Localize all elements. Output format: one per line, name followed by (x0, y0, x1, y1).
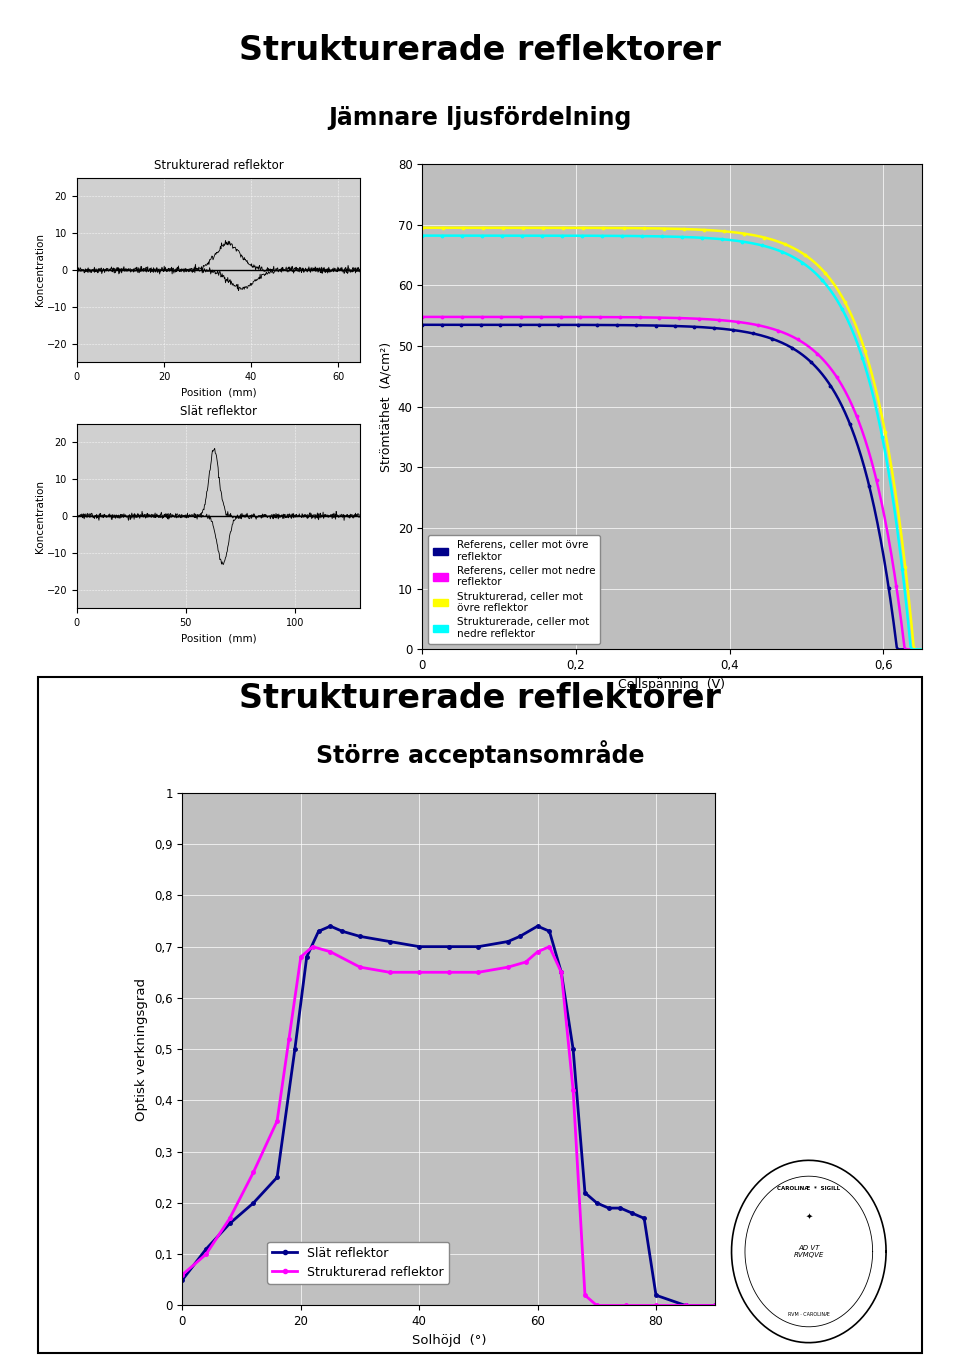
Y-axis label: Strömtäthet  (A/cm²): Strömtäthet (A/cm²) (379, 342, 393, 472)
X-axis label: Cellspänning  (V): Cellspänning (V) (618, 678, 726, 690)
Text: Strukturerade reflektorer: Strukturerade reflektorer (239, 682, 721, 715)
Text: ✦: ✦ (805, 1211, 812, 1221)
Legend: Referens, celler mot övre
reflektor, Referens, celler mot nedre
reflektor, Struk: Referens, celler mot övre reflektor, Ref… (427, 534, 601, 644)
X-axis label: Position  (mm): Position (mm) (180, 387, 256, 398)
Title: Slät reflektor: Slät reflektor (180, 406, 257, 418)
Text: Större acceptansområde: Större acceptansområde (316, 740, 644, 768)
Text: AD VT
RVMQVE: AD VT RVMQVE (794, 1245, 824, 1258)
Text: Strukturerade reflektorer: Strukturerade reflektorer (239, 34, 721, 67)
Y-axis label: Optisk verkningsgrad: Optisk verkningsgrad (135, 977, 149, 1121)
Text: RVM · CAROLINÆ: RVM · CAROLINÆ (788, 1312, 829, 1318)
Text: CAROLINÆ  *  SIGILL: CAROLINÆ * SIGILL (778, 1185, 840, 1191)
Y-axis label: Koncentration: Koncentration (36, 480, 45, 552)
Y-axis label: Koncentration: Koncentration (36, 234, 45, 306)
Legend: Slät reflektor, Strukturerad reflektor: Slät reflektor, Strukturerad reflektor (268, 1241, 449, 1284)
Text: Jämnare ljusfördelning: Jämnare ljusfördelning (328, 105, 632, 130)
X-axis label: Solhöjd  (°): Solhöjd (°) (412, 1334, 486, 1346)
X-axis label: Position  (mm): Position (mm) (180, 633, 256, 644)
Title: Strukturerad reflektor: Strukturerad reflektor (154, 160, 283, 172)
